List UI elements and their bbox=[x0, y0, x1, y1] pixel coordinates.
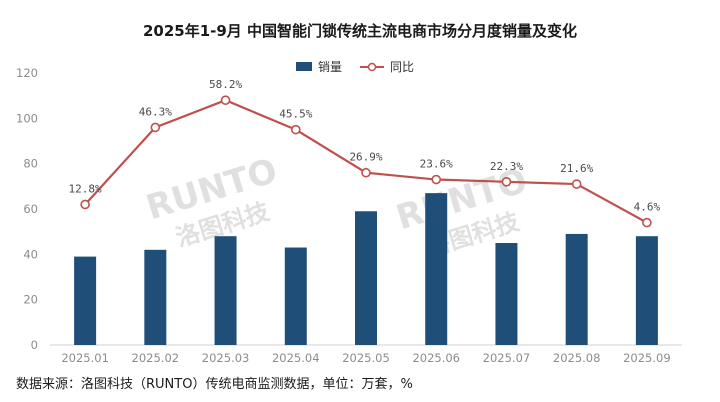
y-tick-label: 80 bbox=[23, 157, 38, 171]
bar bbox=[74, 256, 97, 345]
data-label: 58.2% bbox=[209, 78, 242, 91]
data-label: 12.8% bbox=[69, 182, 102, 195]
y-tick-label: 120 bbox=[16, 66, 38, 80]
line-point bbox=[150, 122, 161, 133]
x-tick-label: 2025.02 bbox=[132, 351, 180, 365]
line-point bbox=[220, 95, 231, 105]
x-tick-label: 2025.07 bbox=[483, 351, 531, 365]
line-point bbox=[290, 124, 301, 135]
y-tick-label: 20 bbox=[23, 293, 38, 307]
data-labels: 12.8% 46.3% 58.2% 45.5% 26.9% 23.6% 22.3% 21.6%… bbox=[69, 78, 661, 213]
bar bbox=[425, 193, 448, 345]
source-note: 数据来源：洛图科技（RUNTO）传统电商监测数据，单位：万套，% bbox=[16, 377, 413, 392]
data-label: 22.3% bbox=[490, 160, 523, 173]
bar bbox=[495, 243, 518, 345]
bar bbox=[355, 211, 377, 345]
x-tick-label: 2025.08 bbox=[553, 351, 601, 365]
legend: 销量 同比 bbox=[296, 60, 414, 74]
y-tick-label: 60 bbox=[23, 202, 38, 216]
x-tick-label: 2025.05 bbox=[342, 351, 390, 365]
bar bbox=[214, 236, 237, 345]
legend-label: 销量 bbox=[318, 60, 342, 74]
y-tick-label: 40 bbox=[23, 247, 38, 261]
data-label: 23.6% bbox=[420, 158, 453, 171]
bar bbox=[635, 236, 658, 345]
line-point bbox=[361, 167, 371, 178]
bar bbox=[565, 233, 588, 345]
x-tick-label: 2025.06 bbox=[412, 351, 460, 365]
x-tick-label: 2025.04 bbox=[272, 351, 320, 365]
y-tick-label: 0 bbox=[31, 338, 38, 352]
bar-series bbox=[74, 193, 658, 345]
line-point bbox=[571, 179, 582, 189]
legend-marker bbox=[367, 62, 377, 72]
legend-label: 同比 bbox=[390, 60, 414, 74]
data-label: 21.6% bbox=[560, 162, 593, 175]
bar bbox=[144, 249, 167, 345]
line-point bbox=[431, 174, 442, 185]
chart-title: 2025年1-9月 中国智能门锁传统主流电商市场分月度销量及变化 bbox=[142, 22, 578, 40]
legend-swatch-bar bbox=[296, 62, 312, 71]
data-label: 45.5% bbox=[279, 108, 312, 121]
data-label: 4.6% bbox=[634, 201, 661, 214]
line-point bbox=[642, 217, 652, 228]
x-tick-label: 2025.01 bbox=[61, 351, 109, 365]
x-tick-label: 2025.09 bbox=[623, 351, 671, 365]
line-series bbox=[80, 95, 652, 228]
line-point bbox=[501, 177, 512, 187]
x-tick-label: 2025.03 bbox=[202, 351, 250, 365]
bar bbox=[284, 247, 307, 345]
line-point bbox=[80, 199, 90, 210]
data-label: 26.9% bbox=[349, 151, 382, 164]
data-label: 46.3% bbox=[139, 105, 172, 118]
y-tick-label: 100 bbox=[16, 111, 38, 125]
